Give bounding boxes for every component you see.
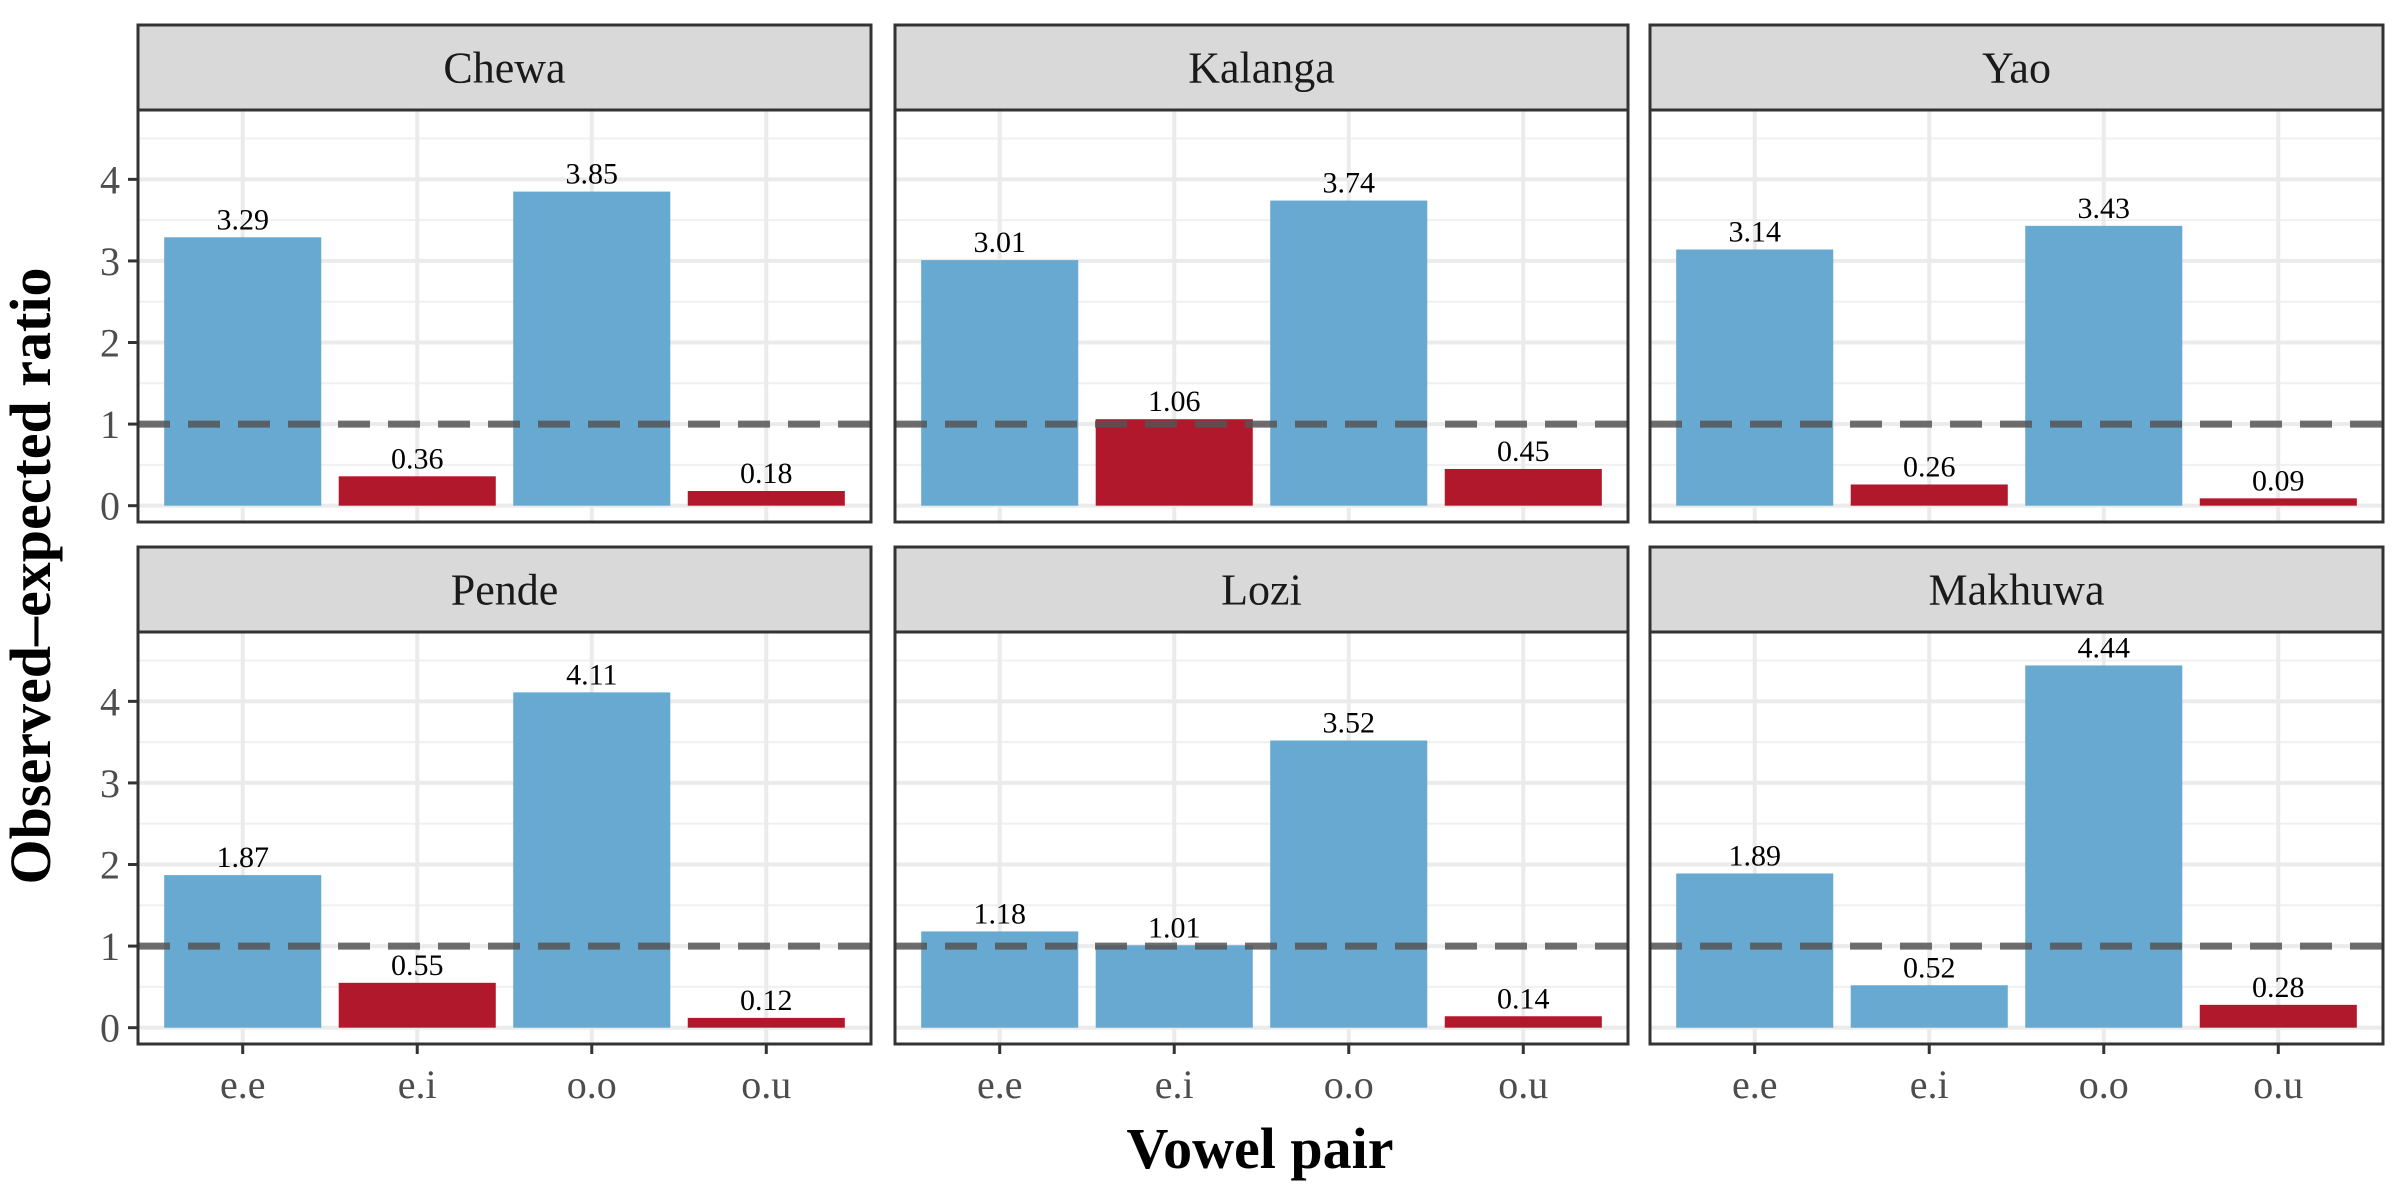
bar-o.u xyxy=(1444,468,1602,506)
bar-value-label: 1.87 xyxy=(216,841,269,874)
strip-background xyxy=(893,545,1630,634)
bar-value-label: 1.06 xyxy=(1148,385,1201,418)
bar-e.e xyxy=(164,237,322,506)
bar-value-label: 3.01 xyxy=(973,226,1026,259)
bar-o.o xyxy=(513,191,671,506)
bar-o.o xyxy=(1270,200,1428,506)
bar-value-label: 1.18 xyxy=(973,897,1026,930)
bar-o.o xyxy=(2025,665,2183,1028)
bar-value-label: 0.45 xyxy=(1497,435,1550,468)
bar-o.u xyxy=(687,1017,845,1028)
y-tick-label: 3 xyxy=(100,761,120,806)
bar-value-label: 0.12 xyxy=(740,984,793,1017)
strip-background xyxy=(1648,545,2385,634)
x-tick-label: e.e xyxy=(977,1062,1023,1107)
bar-e.i xyxy=(338,982,496,1028)
bar-e.e xyxy=(1676,249,1834,506)
x-tick-label: o.o xyxy=(567,1062,617,1107)
y-tick-label: 0 xyxy=(100,1006,120,1051)
bar-o.u xyxy=(2199,1004,2357,1028)
x-tick-label: o.u xyxy=(741,1062,791,1107)
x-tick-label: e.i xyxy=(398,1062,437,1107)
bar-value-label: 0.18 xyxy=(740,457,793,490)
x-axis-title: Vowel pair xyxy=(1127,1116,1394,1181)
bar-value-label: 0.28 xyxy=(2252,971,2305,1004)
panel-yao: 3.14 0.26 3.43 0.09 Yao xyxy=(1648,23,2385,524)
x-tick-label: o.o xyxy=(1324,1062,1374,1107)
bar-e.i xyxy=(1095,419,1253,506)
bar-e.e xyxy=(1676,873,1834,1028)
strip-background xyxy=(136,545,873,634)
strip-background xyxy=(893,23,1630,112)
y-tick-label: 1 xyxy=(100,924,120,969)
x-tick-label: e.i xyxy=(1910,1062,1949,1107)
bar-value-label: 0.55 xyxy=(391,949,444,982)
strip-label: Kalanga xyxy=(1188,44,1335,93)
y-tick-label: 3 xyxy=(100,239,120,284)
bar-value-label: 0.14 xyxy=(1497,982,1550,1015)
bar-value-label: 0.09 xyxy=(2252,464,2305,497)
bar-value-label: 3.29 xyxy=(216,203,269,236)
strip-label: Makhuwa xyxy=(1929,566,2105,615)
x-tick-label: o.o xyxy=(2079,1062,2129,1107)
strip-background xyxy=(136,23,873,112)
bar-value-label: 4.44 xyxy=(2078,631,2131,664)
bar-value-label: 3.52 xyxy=(1323,707,1376,740)
x-tick-label: e.i xyxy=(1155,1062,1194,1107)
panel-kalanga: 3.01 1.06 3.74 0.45 Kalanga xyxy=(893,23,1630,524)
bar-o.u xyxy=(2199,498,2357,506)
bar-value-label: 3.74 xyxy=(1323,167,1376,200)
y-axis-title: Observed–expected ratio xyxy=(0,268,63,885)
y-tick-label: 2 xyxy=(100,321,120,366)
y-tick-label: 2 xyxy=(100,843,120,888)
bar-e.i xyxy=(1850,484,2008,506)
bar-value-label: 0.52 xyxy=(1903,951,1956,984)
bar-value-label: 3.85 xyxy=(566,158,619,191)
strip-label: Chewa xyxy=(443,44,565,93)
bar-e.i xyxy=(1850,985,2008,1028)
x-tick-label: e.e xyxy=(220,1062,266,1107)
x-tick-label: o.u xyxy=(2253,1062,2303,1107)
bar-o.u xyxy=(687,490,845,506)
bar-e.e xyxy=(921,260,1079,506)
bar-value-label: 1.89 xyxy=(1728,839,1781,872)
bar-value-label: 0.26 xyxy=(1903,450,1956,483)
strip-label: Lozi xyxy=(1221,566,1302,615)
bar-value-label: 4.11 xyxy=(566,658,617,691)
strip-label: Yao xyxy=(1982,44,2051,93)
bar-o.o xyxy=(1270,740,1428,1028)
strip-label: Pende xyxy=(451,566,559,615)
bar-o.o xyxy=(513,692,671,1028)
bar-o.u xyxy=(1444,1016,1602,1028)
panel-lozi: 1.18 1.01 3.52 0.14 Lozi e.e e.i o.o o.u xyxy=(893,545,1630,1107)
y-tick-label: 1 xyxy=(100,402,120,447)
x-tick-label: o.u xyxy=(1498,1062,1548,1107)
bar-e.i xyxy=(338,476,496,506)
bar-value-label: 0.36 xyxy=(391,442,444,475)
y-tick-label: 4 xyxy=(100,157,120,202)
strip-background xyxy=(1648,23,2385,112)
y-tick-label: 4 xyxy=(100,679,120,724)
bar-value-label: 1.01 xyxy=(1148,911,1201,944)
panels-layer: 3.29 0.36 3.85 0.18 Chewa 0 1 2 3 4 3.01 1.06 3.74 0.… xyxy=(100,23,2385,1107)
bar-e.i xyxy=(1095,945,1253,1028)
x-tick-label: e.e xyxy=(1732,1062,1778,1107)
panel-chewa: 3.29 0.36 3.85 0.18 Chewa 0 1 2 3 4 xyxy=(100,23,873,529)
bar-value-label: 3.43 xyxy=(2078,192,2131,225)
panel-makhuwa: 1.89 0.52 4.44 0.28 Makhuwa e.e e.i o.o o.u xyxy=(1648,545,2385,1107)
bar-o.o xyxy=(2025,225,2183,506)
bar-e.e xyxy=(164,875,322,1028)
panel-pende: 1.87 0.55 4.11 0.12 Pende 0 1 2 3 4 e.e e.i o.o o.u xyxy=(100,545,873,1107)
y-tick-label: 0 xyxy=(100,484,120,529)
bar-value-label: 3.14 xyxy=(1728,216,1781,249)
